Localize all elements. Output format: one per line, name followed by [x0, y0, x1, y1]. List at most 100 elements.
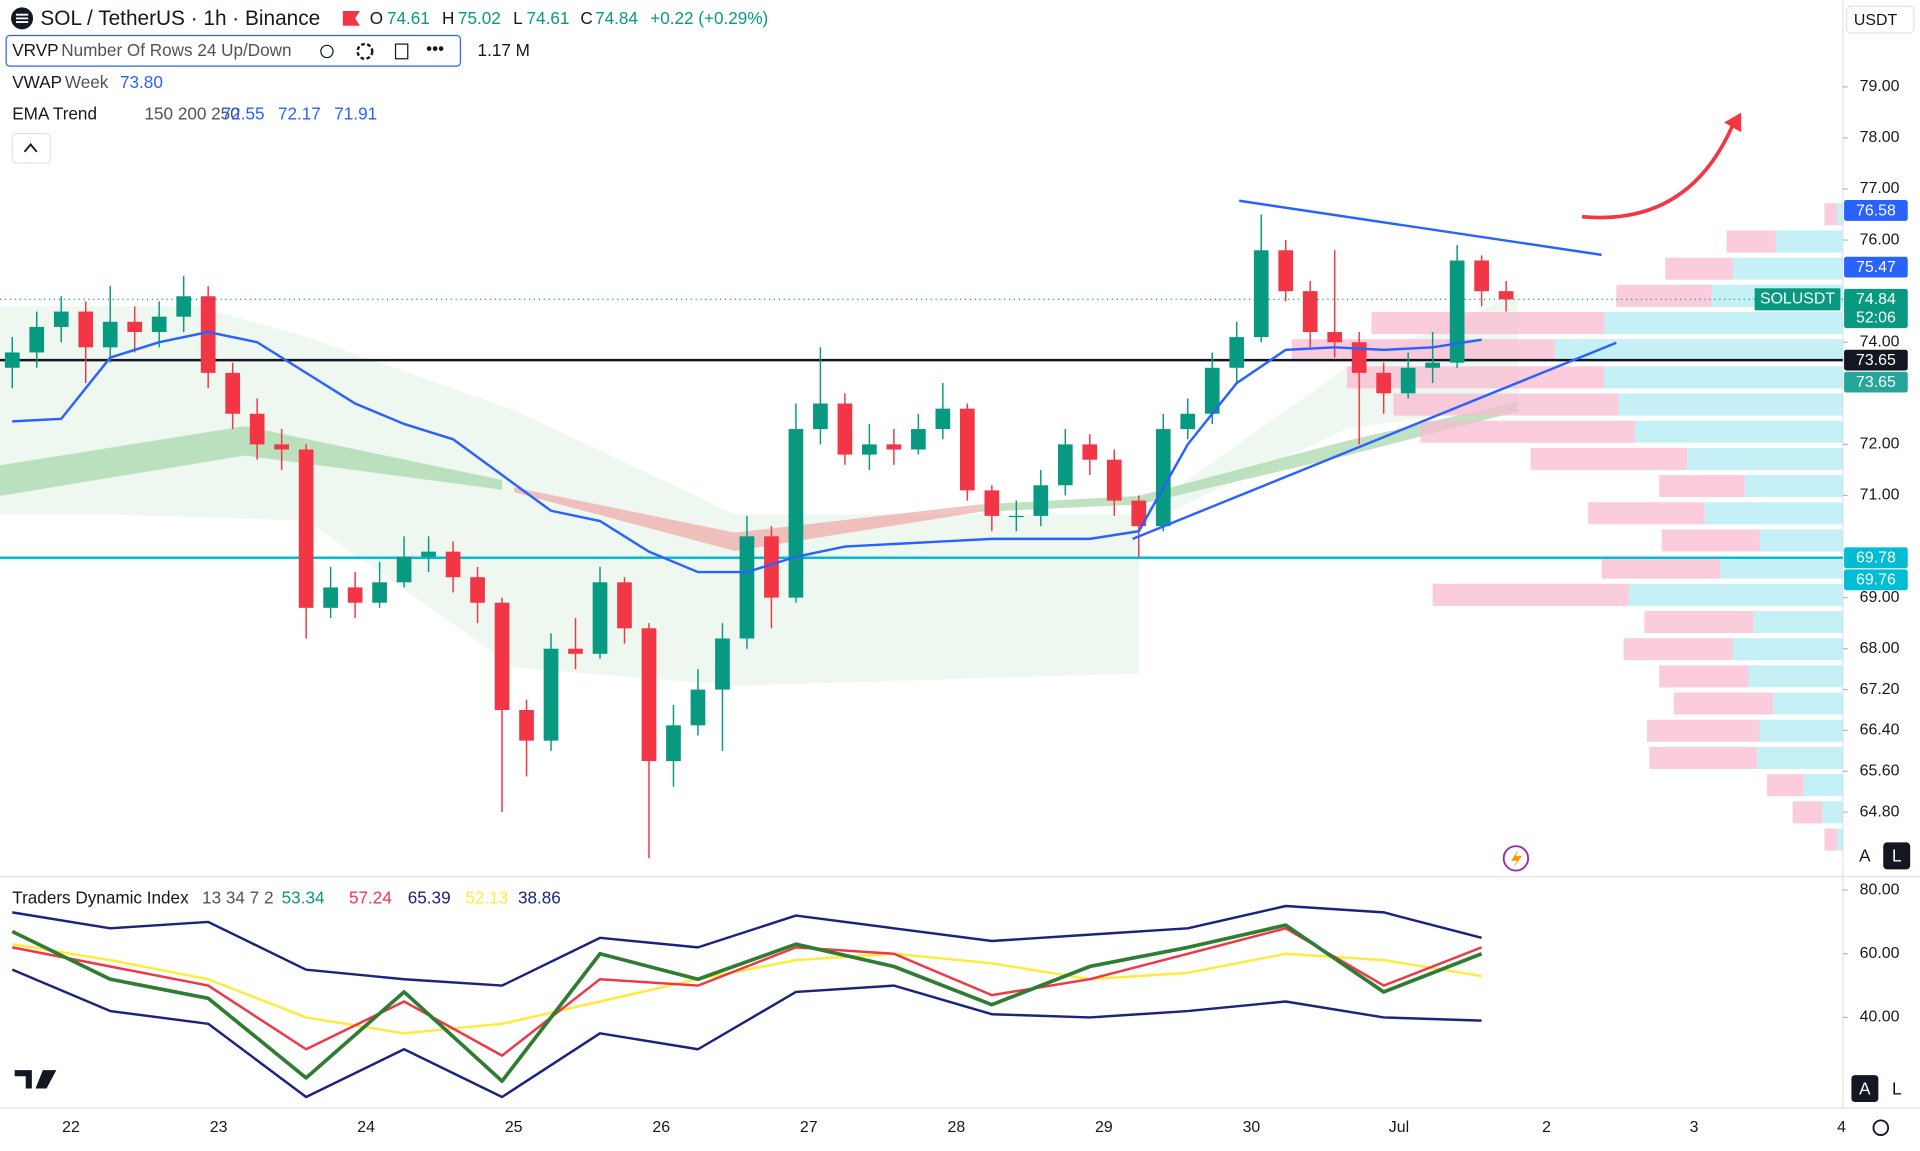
candle-body: [372, 582, 387, 603]
ohlc-value: 75.02: [458, 8, 501, 28]
indicator-params: 150 200 250: [145, 104, 240, 124]
y-tick-label: 79.00: [1860, 78, 1900, 95]
price-tag: 69.78: [1856, 550, 1896, 567]
indicator-value: 52.13: [465, 887, 508, 907]
indicator-name: Traders Dynamic Index: [12, 887, 189, 907]
ohlc-change: +0.22 (+0.29%): [650, 8, 768, 28]
x-tick-label: 25: [505, 1119, 523, 1136]
profile-up: [1753, 611, 1843, 634]
settings-icon[interactable]: [1872, 1119, 1890, 1137]
x-tick-label: 2: [1542, 1119, 1551, 1136]
candle-body: [543, 648, 559, 741]
y-tick-label: 65.60: [1860, 762, 1900, 779]
symbol-logo-mark: [15, 13, 29, 23]
price-tag-bg: [1844, 288, 1908, 329]
candle-body: [568, 648, 583, 654]
candle-body: [1425, 362, 1440, 368]
candle-body: [960, 408, 975, 491]
indicator-params: Week: [65, 72, 109, 92]
alert-icon[interactable]: [1502, 845, 1530, 872]
tdi-values: 53.34 57.24 65.39 52.13 38.86: [282, 887, 561, 907]
candle-body: [494, 602, 510, 710]
x-tick-label: 22: [62, 1119, 80, 1136]
candle-body: [715, 638, 730, 690]
profile-up: [1687, 447, 1843, 470]
vwap-band: [0, 306, 1139, 686]
candle-body: [813, 403, 828, 430]
candle-body: [886, 444, 902, 450]
candle-body: [298, 449, 314, 608]
collapse-caret: [23, 143, 38, 153]
candle-body: [1229, 337, 1245, 368]
profile-down: [1644, 611, 1754, 634]
price-tag: 73.65: [1856, 352, 1896, 369]
currency-button[interactable]: [1845, 5, 1915, 34]
price-tag-bg: [1844, 256, 1908, 278]
arrow-head: [1724, 112, 1742, 133]
y-tick-label: 78.00: [1860, 129, 1900, 146]
profile-down: [1824, 828, 1837, 851]
ohlc-label: C: [580, 8, 592, 28]
y-tick-label: 74.00: [1860, 333, 1900, 350]
profile-down: [1659, 665, 1749, 688]
candle-body: [911, 429, 926, 450]
candle-body: [1057, 444, 1073, 486]
vrvp-legend-box[interactable]: [5, 34, 462, 67]
profile-up: [1759, 719, 1843, 742]
tdi-line: [11, 968, 1482, 1099]
tdi-line: [12, 904, 1482, 987]
auto-button[interactable]: [1851, 1075, 1879, 1103]
candle-body: [1131, 500, 1147, 527]
candle-body: [1327, 332, 1343, 343]
candle-body: [617, 582, 632, 629]
y-tick-label: 67.20: [1860, 681, 1900, 698]
settings-icon[interactable]: [356, 42, 374, 60]
x-tick-label: 28: [947, 1119, 965, 1136]
price-tag: 73.65: [1856, 374, 1896, 391]
profile-down: [1665, 257, 1733, 280]
candle-body: [1253, 250, 1269, 338]
profile-up: [1732, 638, 1843, 661]
flag-icon[interactable]: [342, 11, 361, 26]
profile-up: [1555, 339, 1843, 362]
arrow: [1581, 121, 1736, 220]
candle-body: [519, 709, 534, 741]
indicator-value: 71.91: [334, 104, 377, 124]
more-icon[interactable]: •••: [426, 39, 444, 59]
collapse-button[interactable]: [11, 132, 51, 164]
profile-down: [1726, 230, 1776, 253]
profile-up: [1720, 556, 1843, 579]
indicator-value: 1.17 M: [478, 40, 530, 60]
profile-down: [1530, 447, 1688, 470]
indicator-name: EMA Trend: [12, 104, 97, 124]
candle-body: [862, 444, 877, 455]
delete-icon[interactable]: [394, 43, 409, 60]
price-tag-bg: [1844, 200, 1908, 221]
price-tag-bg: [1844, 349, 1908, 371]
eye-icon[interactable]: [320, 44, 334, 59]
candle-body: [78, 311, 94, 348]
candle-body: [102, 321, 118, 348]
trendline: [1132, 341, 1617, 541]
candle-body: [200, 296, 216, 373]
y-tick-label: 64.80: [1860, 803, 1900, 820]
log-button[interactable]: [1883, 842, 1911, 870]
profile-up: [1748, 665, 1843, 688]
candle-body: [739, 536, 755, 639]
symbol-title: SOL / TetherUS · 1h · Binance: [40, 7, 320, 30]
candle-body: [29, 326, 45, 353]
y-tick-label: 72.00: [1860, 436, 1900, 453]
tv-logo: [14, 1070, 57, 1089]
y-tick-label: 71.00: [1860, 487, 1900, 504]
auto-button[interactable]: [1851, 842, 1879, 870]
candle-body: [53, 311, 69, 327]
candle-body: [1351, 342, 1367, 373]
candle-body: [421, 551, 436, 557]
plot-layer: 64.80 65.60 66.40 67.20 68.00 69.00 71.00 72.00…: [0, 78, 1908, 1136]
profile-up: [1836, 203, 1843, 226]
profile-up: [1773, 692, 1843, 715]
candle-body: [4, 352, 20, 368]
x-tick-label: 30: [1243, 1119, 1261, 1136]
profile-down: [1432, 583, 1629, 606]
candle-body: [1302, 291, 1318, 333]
